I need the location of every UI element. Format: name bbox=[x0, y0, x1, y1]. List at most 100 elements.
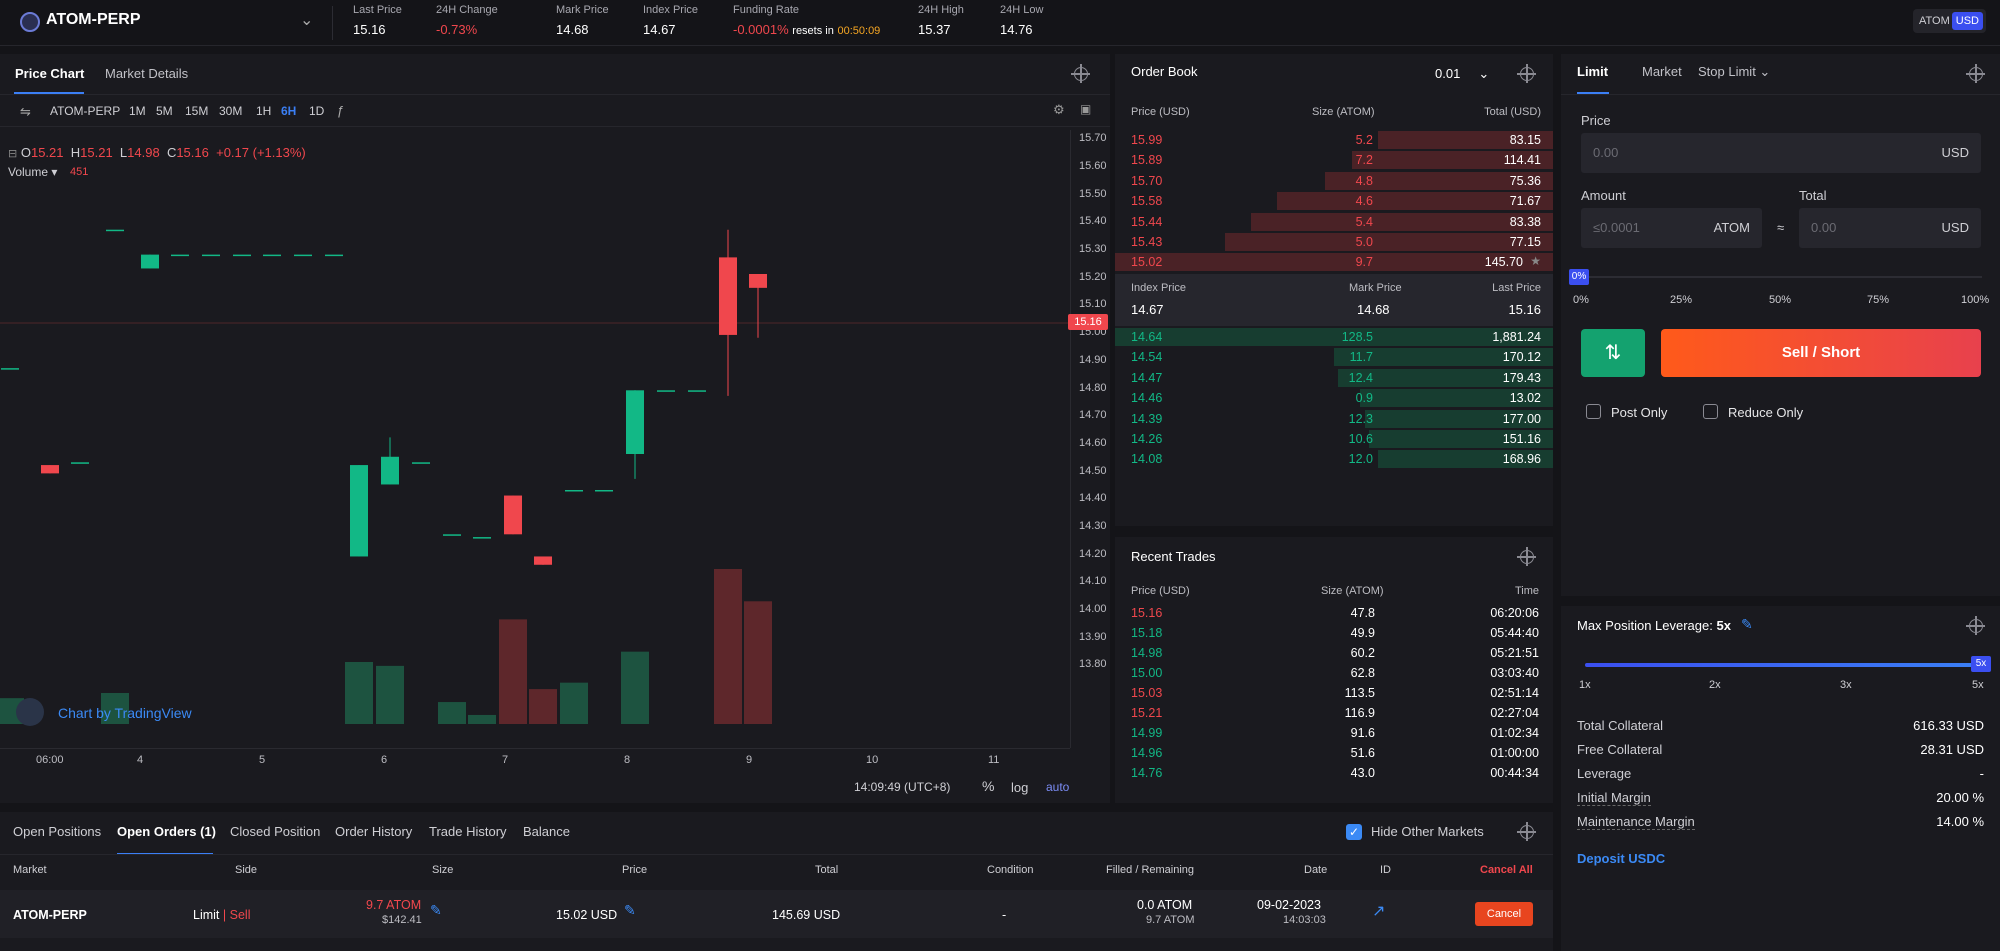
tab-limit[interactable]: Limit bbox=[1577, 64, 1609, 79]
time-tick-label: 7 bbox=[502, 754, 509, 766]
tab-balance[interactable]: Balance bbox=[523, 824, 570, 839]
ask-row[interactable]: 15.43 5.0 77.15 bbox=[1115, 232, 1553, 252]
edit-size-icon[interactable]: ✎ bbox=[430, 902, 442, 918]
tab-open-orders[interactable]: Open Orders (1) bbox=[117, 824, 216, 839]
currency-toggle[interactable]: ATOM USD bbox=[1913, 9, 1986, 33]
free-collateral-value: 28.31 USD bbox=[1920, 742, 1984, 757]
reduce-only-checkbox[interactable] bbox=[1703, 404, 1718, 419]
camera-icon[interactable]: ▣ bbox=[1080, 102, 1092, 116]
timeframe-30m[interactable]: 30M bbox=[219, 104, 243, 118]
post-only-checkbox[interactable] bbox=[1586, 404, 1601, 419]
tab-order-history[interactable]: Order History bbox=[335, 824, 413, 839]
switch-side-button[interactable]: ⇅ bbox=[1581, 329, 1645, 377]
price-input[interactable]: 0.00 USD bbox=[1581, 133, 1981, 173]
bid-row[interactable]: 14.39 12.3 177.00 bbox=[1115, 409, 1553, 429]
price-axis[interactable]: 15.70 15.60 15.50 15.40 15.30 15.20 15.10 15.00… bbox=[1070, 130, 1110, 748]
ask-row[interactable]: 15.02 9.7 145.70 ★ bbox=[1115, 252, 1553, 272]
leverage-slider[interactable] bbox=[1585, 663, 1975, 667]
price-tick-label: 14.70 bbox=[1079, 409, 1107, 422]
candle-body bbox=[749, 274, 767, 288]
depth-bar bbox=[1115, 253, 1553, 272]
timeframe-1d[interactable]: 1D bbox=[309, 104, 325, 118]
amount-input[interactable]: ≤0.0001 ATOM bbox=[1581, 208, 1762, 248]
ask-row[interactable]: 15.58 4.6 71.67 bbox=[1115, 191, 1553, 211]
tab-market-details[interactable]: Market Details bbox=[105, 66, 189, 81]
bid-row[interactable]: 14.47 12.4 179.43 bbox=[1115, 368, 1553, 388]
ask-row[interactable]: 15.70 4.8 75.36 bbox=[1115, 171, 1553, 191]
timeframe-6h[interactable]: 6H bbox=[281, 104, 297, 118]
total-input[interactable]: 0.00 USD bbox=[1799, 208, 1981, 248]
ask-row[interactable]: 15.89 7.2 114.41 bbox=[1115, 150, 1553, 170]
amount-slider-thumb[interactable]: 0% bbox=[1569, 269, 1589, 285]
timeframe-1m[interactable]: 1M bbox=[129, 104, 146, 118]
tab-stop-limit[interactable]: Stop Limit ⌄ bbox=[1698, 64, 1771, 79]
tab-trade-history[interactable]: Trade History bbox=[429, 824, 507, 839]
row-total: 77.15 bbox=[1509, 235, 1541, 249]
log-scale-toggle[interactable]: log bbox=[1011, 780, 1029, 795]
edit-price-icon[interactable]: ✎ bbox=[624, 902, 636, 918]
market-title[interactable]: ATOM-PERP bbox=[46, 11, 141, 28]
tab-underline bbox=[1577, 92, 1609, 94]
leverage-label: Leverage bbox=[1577, 766, 1632, 781]
price-tick-label: 15.20 bbox=[1079, 270, 1107, 283]
row-size: 4.8 bbox=[1355, 173, 1373, 188]
bid-row[interactable]: 14.64 128.5 1,881.24 bbox=[1115, 327, 1553, 347]
timeframe-5m[interactable]: 5M bbox=[156, 104, 173, 118]
volume-bar bbox=[621, 651, 649, 724]
timezone-label[interactable]: 14:09:49 (UTC+8) bbox=[854, 780, 951, 794]
cancel-all-button[interactable]: Cancel All bbox=[1480, 864, 1533, 876]
ask-row[interactable]: 15.99 5.2 83.15 bbox=[1115, 130, 1553, 150]
expand-icon[interactable] bbox=[1966, 64, 1985, 83]
candle-body bbox=[443, 534, 461, 536]
hide-other-markets-checkbox[interactable]: ✓ bbox=[1346, 824, 1362, 840]
col-header-size: Size (ATOM) bbox=[1321, 585, 1384, 597]
ask-row[interactable]: 15.44 5.4 83.38 bbox=[1115, 212, 1553, 232]
volume-bar bbox=[560, 682, 588, 724]
tab-open-positions[interactable]: Open Positions bbox=[13, 824, 102, 839]
expand-icon[interactable] bbox=[1517, 547, 1536, 566]
row-price: 14.54 bbox=[1131, 350, 1163, 365]
bid-row[interactable]: 14.26 10.6 151.16 bbox=[1115, 429, 1553, 449]
volume-label[interactable]: Volume ▾ bbox=[8, 165, 58, 179]
bid-row[interactable]: 14.46 0.9 13.02 bbox=[1115, 388, 1553, 408]
candle-body bbox=[350, 465, 368, 557]
bid-row[interactable]: 14.54 11.7 170.12 bbox=[1115, 347, 1553, 367]
expand-icon[interactable] bbox=[1071, 64, 1090, 83]
timeframe-1h[interactable]: 1H bbox=[256, 104, 272, 118]
tab-closed-position[interactable]: Closed Position bbox=[230, 824, 321, 839]
col-header-price: Price (USD) bbox=[1131, 106, 1190, 118]
edit-icon[interactable]: ✎ bbox=[1741, 616, 1753, 632]
bid-row[interactable]: 14.08 12.0 168.96 bbox=[1115, 449, 1553, 469]
timeframe-15m[interactable]: 15M bbox=[185, 104, 209, 118]
volume-bar bbox=[438, 702, 466, 724]
cancel-order-button[interactable]: Cancel bbox=[1475, 902, 1533, 926]
deposit-usdc-link[interactable]: Deposit USDC bbox=[1577, 851, 1666, 866]
order-size: 9.7 ATOM bbox=[366, 898, 422, 912]
price-label: Price bbox=[1581, 113, 1611, 128]
sell-short-button[interactable]: Sell / Short bbox=[1661, 329, 1981, 377]
trade-row: 15.18 49.9 05:44:40 bbox=[1115, 623, 1553, 643]
amount-slider[interactable] bbox=[1577, 276, 1982, 278]
expand-icon[interactable] bbox=[1517, 822, 1536, 841]
tab-price-chart[interactable]: Price Chart bbox=[15, 66, 85, 81]
percent-scale-toggle[interactable]: % bbox=[982, 778, 995, 794]
expand-icon[interactable] bbox=[1966, 616, 1985, 635]
tradingview-brand[interactable]: Chart by TradingView bbox=[58, 705, 192, 721]
row-size: 11.7 bbox=[1349, 350, 1373, 365]
candlestick-chart[interactable] bbox=[0, 130, 1070, 748]
row-total: 83.38 bbox=[1509, 214, 1541, 229]
row-total: 168.96 bbox=[1502, 452, 1541, 467]
chart-symbol[interactable]: ATOM-PERP bbox=[50, 104, 121, 118]
indicators-icon[interactable]: ƒ bbox=[337, 103, 345, 118]
indicator-toggle-icon[interactable]: ⇋ bbox=[20, 104, 31, 119]
external-link-icon[interactable]: ↗ bbox=[1372, 903, 1386, 920]
leverage-slider-thumb[interactable]: 5x bbox=[1971, 656, 1991, 672]
chevron-down-icon[interactable]: ⌄ bbox=[300, 12, 314, 29]
tab-market[interactable]: Market bbox=[1642, 64, 1682, 79]
order-side: Limit | Sell bbox=[193, 908, 251, 922]
precision-select[interactable]: 0.01 ⌄ bbox=[1435, 66, 1490, 81]
auto-scale-toggle[interactable]: auto bbox=[1046, 780, 1070, 794]
expand-icon[interactable] bbox=[1517, 64, 1536, 83]
current-price-tag: 15.16 bbox=[1068, 314, 1108, 330]
settings-gear-icon[interactable]: ⚙ bbox=[1053, 102, 1065, 117]
